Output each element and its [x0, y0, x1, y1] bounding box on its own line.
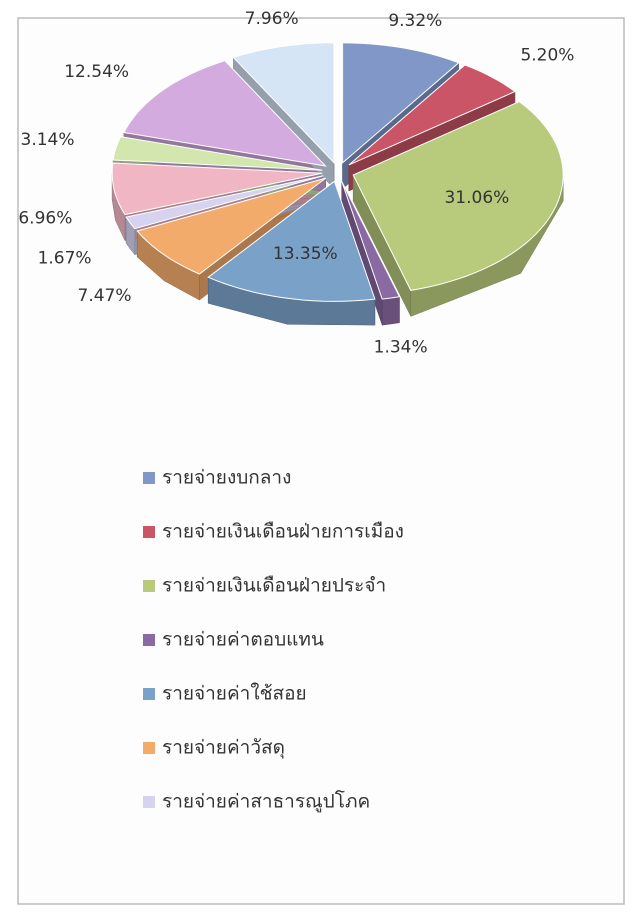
- data-label: 3.14%: [21, 130, 75, 150]
- data-label: 7.96%: [245, 9, 299, 29]
- legend-label: รายจ่ายค่าตอบแทน: [162, 629, 324, 651]
- data-label: 5.20%: [520, 45, 574, 65]
- slice: [342, 42, 460, 164]
- data-label: 9.32%: [388, 11, 442, 31]
- legend-label: รายจ่ายค่าใช้สอย: [162, 683, 307, 705]
- legend-swatch: [143, 526, 155, 538]
- slice: [112, 136, 323, 171]
- slice: [125, 175, 324, 230]
- data-label: 1.67%: [38, 248, 92, 268]
- legend-swatch: [143, 634, 155, 646]
- data-label: 1.34%: [374, 337, 428, 357]
- legend-swatch: [143, 580, 155, 592]
- data-label: 31.06%: [444, 188, 509, 208]
- slice: [352, 101, 564, 291]
- legend-label: รายจ่ายค่าวัสดุ: [162, 737, 285, 760]
- data-label: 7.47%: [78, 286, 132, 306]
- legend-swatch: [143, 688, 155, 700]
- slice: [232, 42, 335, 164]
- slice-side: [381, 296, 400, 326]
- slice: [123, 60, 327, 167]
- legend-label: รายจ่ายค่าสาธารณูปโภค: [162, 790, 370, 813]
- slice: [207, 180, 376, 302]
- slice: [111, 162, 323, 216]
- slice: [348, 64, 517, 166]
- data-label: 12.54%: [64, 62, 129, 82]
- legend-label: รายจ่ายเงินเดือนฝ่ายประจำ: [162, 575, 386, 597]
- slice: [136, 177, 326, 275]
- legend-swatch: [143, 796, 155, 808]
- data-label: 6.96%: [18, 208, 72, 228]
- slice: [341, 181, 401, 300]
- data-label: 13.35%: [273, 244, 338, 264]
- legend-label: รายจ่ายงบกลาง: [162, 467, 291, 489]
- legend-swatch: [143, 472, 155, 484]
- legend-label: รายจ่ายเงินเดือนฝ่ายการเมือง: [162, 521, 404, 543]
- legend-swatch: [143, 742, 155, 754]
